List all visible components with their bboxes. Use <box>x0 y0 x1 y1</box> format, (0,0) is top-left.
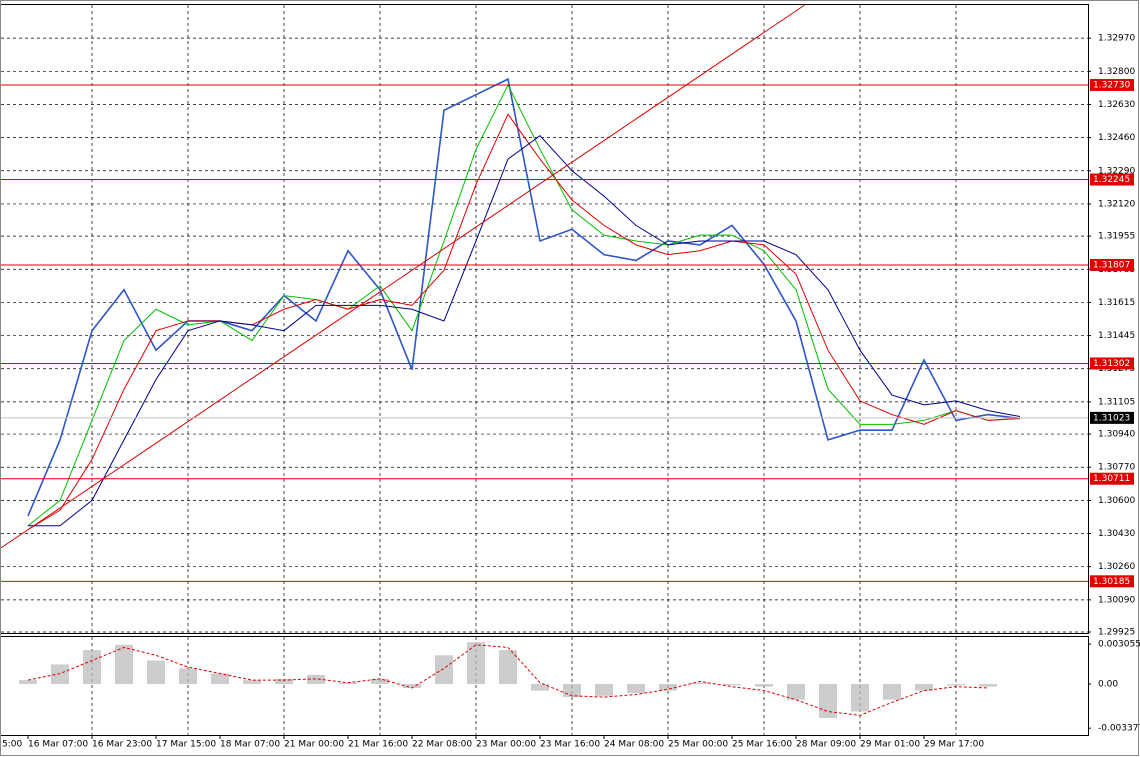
histogram-bar <box>275 678 293 685</box>
histogram-bar <box>531 684 549 691</box>
histogram-bar <box>787 684 805 700</box>
histogram-bar <box>627 684 645 694</box>
level-box <box>1090 173 1134 186</box>
histogram-bar <box>691 682 709 685</box>
histogram-bar <box>19 680 37 685</box>
level-box <box>1090 258 1134 271</box>
y-tick-label: 1.29925 <box>1098 628 1135 638</box>
histogram-bar <box>51 664 69 685</box>
x-tick-label: 16 Mar 23:00 <box>92 740 152 750</box>
level-box <box>1090 575 1134 588</box>
histogram-bar <box>307 674 325 685</box>
level-label: 1.31302 <box>1093 359 1130 369</box>
histogram-bar <box>723 684 741 686</box>
y-tick-label: 1.30090 <box>1098 595 1135 605</box>
level-label: 1.31807 <box>1093 260 1130 270</box>
y-tick-label: 1.30260 <box>1098 562 1135 572</box>
x-tick-label: 17 Mar 15:00 <box>156 740 216 750</box>
x-tick-label: 25 Mar 00:00 <box>668 740 728 750</box>
x-tick-label: 18 Mar 07:00 <box>220 740 280 750</box>
histogram-bar <box>211 673 229 685</box>
level-box <box>1090 357 1134 370</box>
signal-line <box>27 644 989 716</box>
y-tick-label: 1.30600 <box>1098 496 1135 506</box>
histogram-bar <box>563 684 581 698</box>
histogram-bar <box>819 684 837 719</box>
histogram-bar <box>83 650 101 685</box>
level-box <box>1090 78 1134 91</box>
histogram-bar <box>947 684 965 686</box>
histogram-bar <box>147 660 165 685</box>
current-price-box <box>1090 411 1134 424</box>
level-label: 1.32730 <box>1093 80 1130 90</box>
histogram-bar <box>595 684 613 696</box>
histogram-bar <box>243 680 261 685</box>
histogram-bar <box>979 684 997 687</box>
histogram-bar <box>883 684 901 700</box>
x-tick-label: 21 Mar 16:00 <box>348 740 408 750</box>
level-label: 1.30185 <box>1093 577 1130 587</box>
price-line <box>28 135 1021 527</box>
y-tick-label: 1.31615 <box>1098 298 1135 308</box>
x-tick-label: 28 Mar 09:00 <box>796 740 856 750</box>
level-label: 1.30711 <box>1093 474 1130 484</box>
histogram-bar <box>499 650 517 685</box>
x-tick-label: 5:00 <box>2 740 22 750</box>
y-tick-label: 1.32120 <box>1098 199 1135 209</box>
y-tick-label: 1.31955 <box>1098 232 1135 242</box>
y-tick-label: 1.32290 <box>1098 166 1135 176</box>
x-tick-label: 29 Mar 17:00 <box>924 740 984 750</box>
y-tick-label: 1.30940 <box>1098 430 1135 440</box>
x-tick-label: 16 Mar 07:00 <box>28 740 88 750</box>
price-line <box>27 83 1021 527</box>
level-box <box>1090 472 1134 485</box>
histogram-bar <box>403 684 421 688</box>
price-line <box>27 113 1021 531</box>
histogram-bar <box>915 684 933 691</box>
x-tick-label: 24 Mar 08:00 <box>604 740 664 750</box>
y-tick-label: 1.31105 <box>1098 397 1135 407</box>
x-tick-label: 23 Mar 00:00 <box>476 740 536 750</box>
histogram-bar <box>467 642 485 685</box>
y-tick-label: 1.32800 <box>1098 67 1135 77</box>
histogram-bar <box>659 684 677 691</box>
y-tick-label: 1.30430 <box>1098 529 1135 539</box>
histogram-bar <box>179 668 197 685</box>
x-tick-label: 29 Mar 01:00 <box>860 740 920 750</box>
histogram-bar <box>851 684 869 712</box>
y-tick-label: 1.32630 <box>1098 100 1135 110</box>
x-tick-label: 23 Mar 16:00 <box>540 740 600 750</box>
trendline <box>0 4 805 549</box>
histogram-bar <box>435 655 453 685</box>
y-tick-label: 1.32460 <box>1098 133 1135 143</box>
y-tick-label: 1.32970 <box>1098 34 1135 44</box>
y-tick-label: 0.003055 <box>1098 640 1140 650</box>
y-tick-label: 1.31445 <box>1098 331 1135 341</box>
x-tick-label: 22 Mar 08:00 <box>412 740 472 750</box>
x-tick-label: 25 Mar 16:00 <box>732 740 792 750</box>
histogram-bar <box>339 682 357 685</box>
x-tick-label: 21 Mar 00:00 <box>284 740 344 750</box>
histogram-bar <box>371 678 389 685</box>
current-price-label: 1.31023 <box>1093 413 1130 423</box>
y-tick-label: 0.00 <box>1098 680 1118 690</box>
histogram-bar <box>755 684 773 687</box>
level-label: 1.32245 <box>1093 175 1130 185</box>
y-tick-label: -0.003377 <box>1098 724 1140 734</box>
histogram-bar <box>115 644 133 685</box>
y-tick-label: 1.30770 <box>1098 463 1135 473</box>
